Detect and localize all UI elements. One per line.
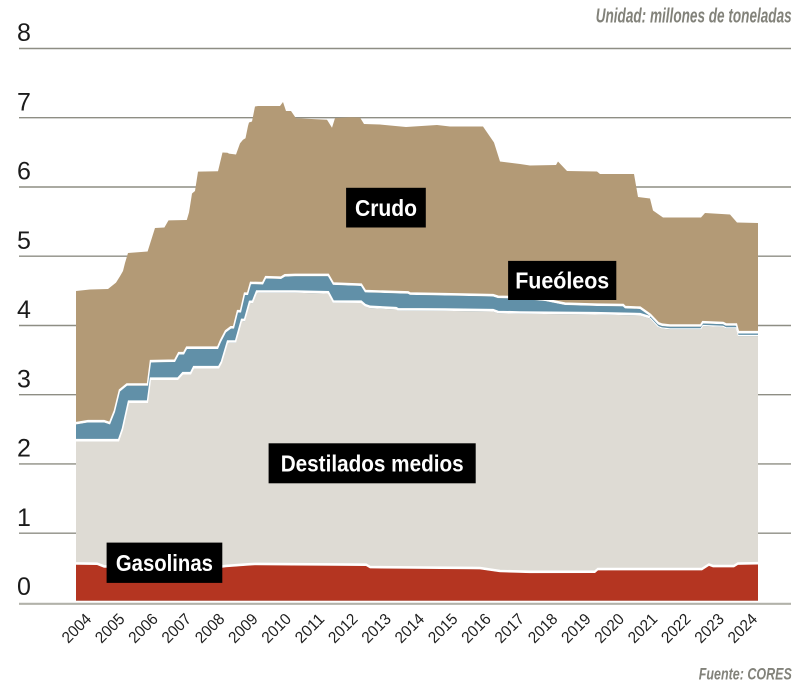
svg-text:2005: 2005 bbox=[92, 611, 128, 647]
svg-text:8: 8 bbox=[17, 19, 31, 47]
svg-text:1: 1 bbox=[17, 504, 31, 532]
svg-text:2010: 2010 bbox=[259, 611, 295, 647]
svg-text:2011: 2011 bbox=[292, 611, 328, 647]
svg-text:2021: 2021 bbox=[625, 611, 661, 647]
svg-text:2019: 2019 bbox=[559, 611, 595, 647]
svg-text:Fueóleos: Fueóleos bbox=[515, 268, 609, 294]
svg-text:Unidad: millones de toneladas: Unidad: millones de toneladas bbox=[596, 6, 792, 28]
svg-text:2020: 2020 bbox=[592, 611, 628, 647]
svg-text:2024: 2024 bbox=[725, 611, 761, 647]
svg-text:Fuente: CORES: Fuente: CORES bbox=[699, 665, 792, 684]
svg-text:2009: 2009 bbox=[226, 611, 262, 647]
svg-text:2: 2 bbox=[17, 435, 31, 463]
svg-text:3: 3 bbox=[17, 365, 31, 393]
svg-text:2017: 2017 bbox=[492, 611, 528, 647]
svg-text:2012: 2012 bbox=[325, 611, 361, 647]
svg-text:2008: 2008 bbox=[192, 611, 228, 647]
svg-text:2016: 2016 bbox=[459, 611, 495, 647]
svg-text:Crudo: Crudo bbox=[355, 195, 417, 221]
svg-text:2004: 2004 bbox=[59, 611, 95, 647]
svg-text:Destilados medios: Destilados medios bbox=[281, 451, 464, 477]
svg-text:2006: 2006 bbox=[126, 611, 162, 647]
svg-text:2023: 2023 bbox=[692, 611, 728, 647]
svg-text:6: 6 bbox=[17, 158, 31, 186]
svg-text:2007: 2007 bbox=[159, 611, 195, 647]
svg-text:2015: 2015 bbox=[425, 611, 461, 647]
svg-text:4: 4 bbox=[17, 296, 31, 324]
svg-text:7: 7 bbox=[17, 88, 31, 116]
svg-text:2014: 2014 bbox=[392, 611, 428, 647]
svg-text:2022: 2022 bbox=[658, 611, 694, 647]
svg-text:Gasolinas: Gasolinas bbox=[116, 550, 213, 576]
svg-text:0: 0 bbox=[17, 573, 31, 601]
svg-text:2013: 2013 bbox=[359, 611, 395, 647]
svg-text:2018: 2018 bbox=[525, 611, 561, 647]
svg-text:5: 5 bbox=[17, 227, 31, 255]
